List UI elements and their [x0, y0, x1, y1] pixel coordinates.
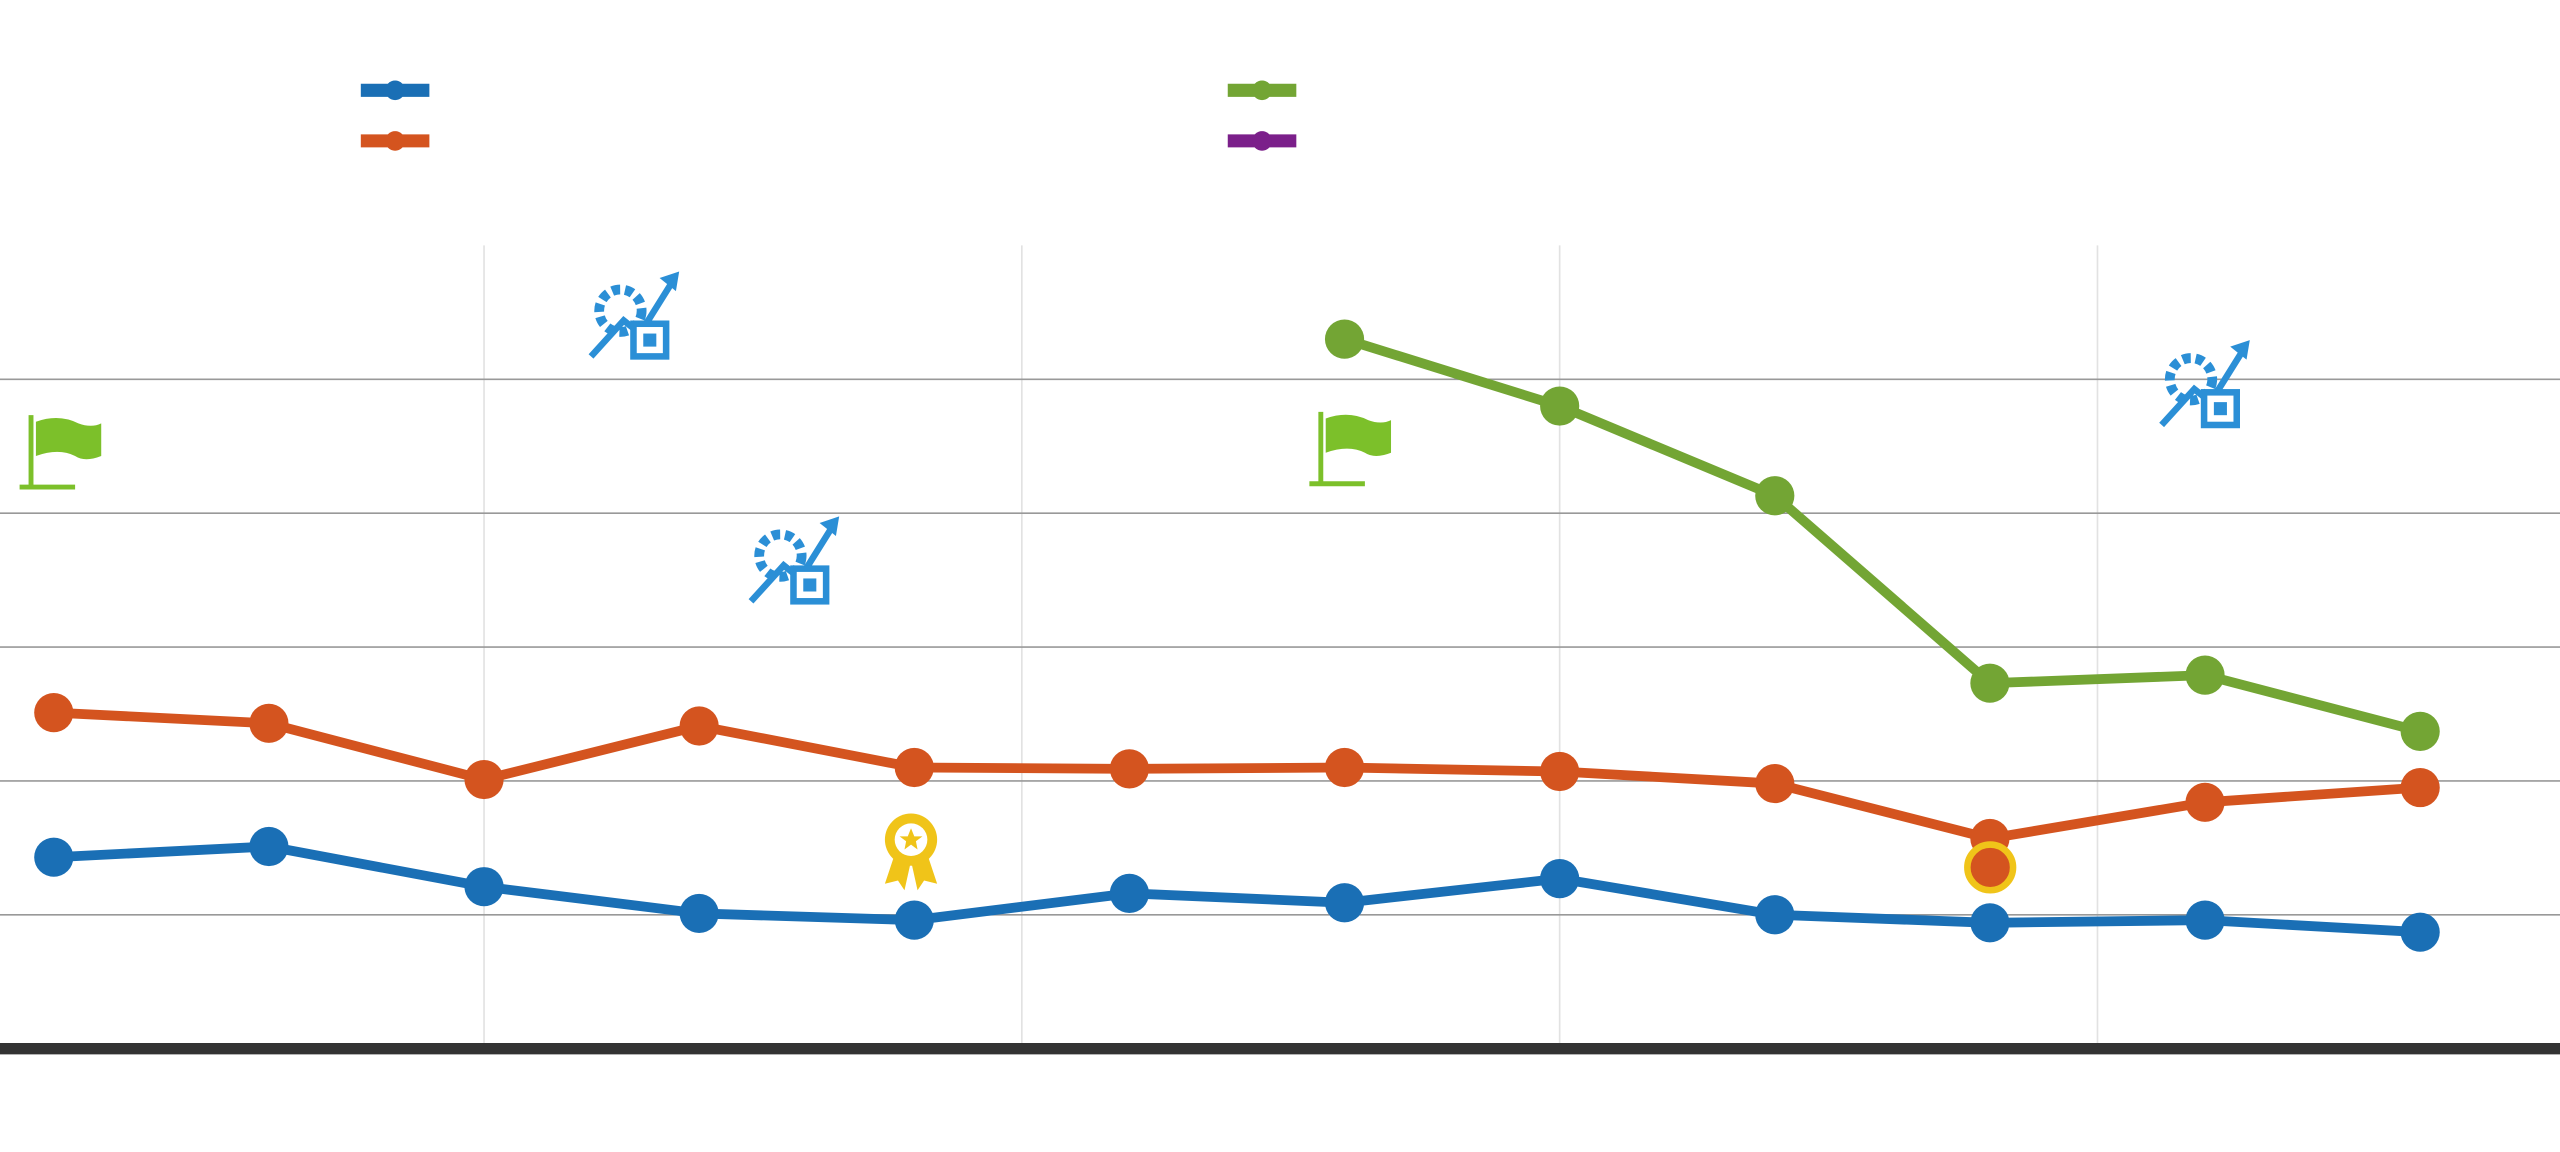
data-point: [2400, 768, 2440, 808]
data-point: [1540, 859, 1580, 899]
series-line: [1343, 334, 2422, 737]
data-point: [894, 900, 934, 940]
legend-swatch-dot: [385, 80, 405, 101]
data-point: [34, 837, 74, 877]
data-point: [1324, 883, 1365, 923]
data-point: [894, 747, 934, 788]
data-point: [1540, 751, 1580, 792]
highlight-marker: [1964, 841, 2017, 894]
data-point: [1324, 747, 1365, 788]
data-point: [1970, 663, 2010, 703]
data-point: [2400, 912, 2440, 952]
legend: [360, 80, 1297, 151]
data-point: [679, 893, 719, 934]
data-point: [2185, 782, 2225, 822]
tech-growth-icon: [588, 271, 680, 360]
series-line: [53, 707, 2421, 844]
data-point: [679, 706, 719, 746]
series-layer: [34, 319, 2440, 952]
data-point: [34, 693, 74, 733]
data-point: [249, 826, 289, 867]
data-point: [1540, 386, 1580, 426]
data-point: [2400, 711, 2440, 751]
data-point: [1755, 476, 1795, 516]
series-line: [53, 841, 2421, 938]
data-point: [1755, 763, 1795, 804]
data-point: [1755, 895, 1795, 935]
data-point: [1109, 749, 1150, 789]
legend-swatch-dot: [1252, 131, 1272, 151]
grid-layer: [0, 245, 2560, 1055]
data-point: [249, 703, 289, 743]
flag-icon: [1309, 411, 1392, 487]
annotation-icons: [19, 271, 2250, 894]
legend-swatch-dot: [385, 131, 405, 151]
flag-icon: [19, 415, 102, 490]
data-point: [464, 759, 504, 800]
tech-growth-icon: [2159, 340, 2250, 429]
legend-swatch-dot: [1252, 80, 1272, 101]
data-point: [1109, 873, 1150, 913]
tech-growth-icon: [748, 516, 840, 605]
data-point: [2185, 655, 2225, 695]
data-point: [2185, 900, 2225, 940]
data-point: [1324, 319, 1365, 359]
award-icon: [884, 813, 938, 891]
data-point: [464, 867, 504, 907]
data-point: [1970, 903, 2010, 943]
